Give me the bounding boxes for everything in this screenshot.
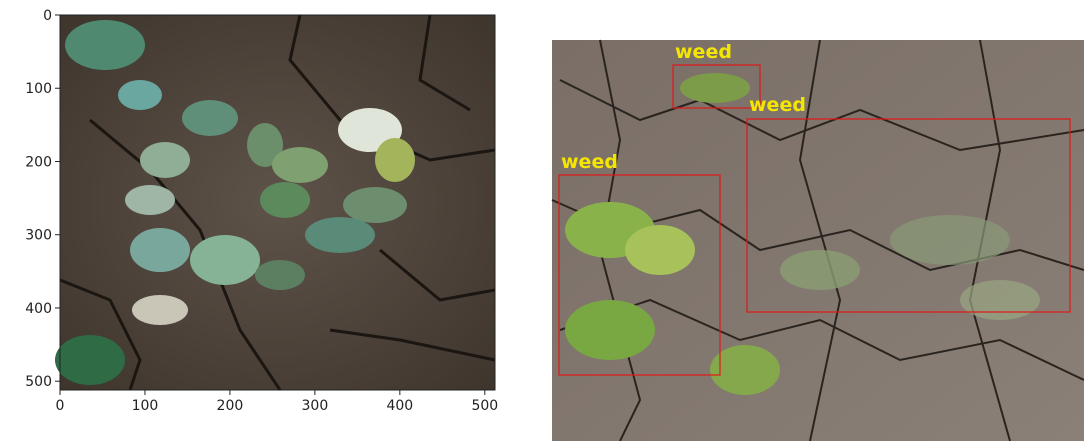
x-tick-label: 400: [386, 398, 413, 414]
x-tick-label: 100: [132, 398, 159, 414]
y-tick-label: 0: [43, 8, 52, 24]
x-tick-label: 300: [302, 398, 329, 414]
x-tick-label: 0: [56, 398, 65, 414]
detection-label: weed: [749, 94, 806, 116]
y-tick-label: 100: [25, 81, 52, 97]
y-tick-label: 300: [25, 228, 52, 244]
x-tick-label: 200: [217, 398, 244, 414]
y-tick-label: 200: [25, 154, 52, 170]
y-tick-label: 400: [25, 301, 52, 317]
detection-label: weed: [561, 151, 618, 173]
x-tick-label: 500: [471, 398, 498, 414]
left-photo: [55, 15, 495, 390]
right-photo: [552, 40, 1084, 441]
detection-label: weed: [675, 41, 732, 63]
y-tick-label: 500: [25, 374, 52, 390]
page: 01002003004005000100200300400500weedweed…: [0, 0, 1084, 441]
